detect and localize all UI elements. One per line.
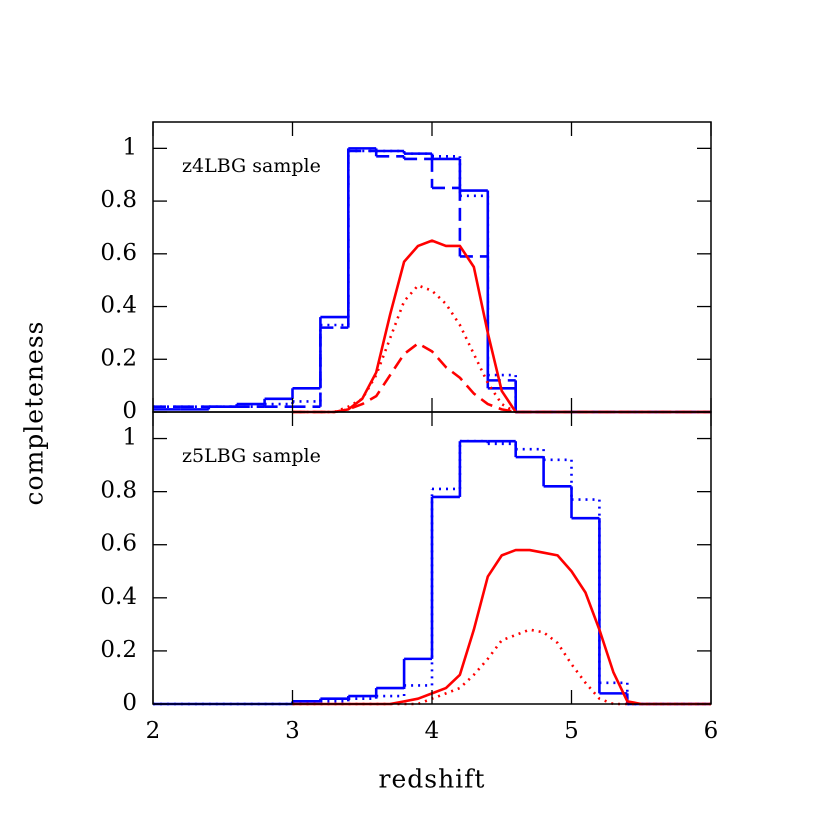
y-tick-label: 1 bbox=[122, 425, 137, 451]
x-axis-label: redshift bbox=[379, 765, 486, 794]
y-tick-label: 0.6 bbox=[100, 240, 137, 266]
y-tick-label: 0 bbox=[122, 690, 137, 716]
y-tick-label: 0 bbox=[122, 398, 137, 424]
x-tick-label: 2 bbox=[146, 718, 161, 744]
panel-annotation: z4LBG sample bbox=[182, 155, 321, 177]
y-axis-label: completeness bbox=[20, 321, 49, 506]
x-tick-label: 6 bbox=[704, 718, 719, 744]
y-tick-label: 0.2 bbox=[100, 637, 137, 663]
y-tick-label: 0.4 bbox=[100, 293, 137, 319]
panel-annotation: z5LBG sample bbox=[182, 445, 321, 467]
y-tick-label: 0.6 bbox=[100, 531, 137, 557]
y-tick-label: 0.4 bbox=[100, 584, 137, 610]
x-tick-label: 3 bbox=[285, 718, 300, 744]
y-tick-label: 0.8 bbox=[100, 187, 137, 213]
y-tick-label: 1 bbox=[122, 134, 137, 160]
x-tick-label: 4 bbox=[425, 718, 440, 744]
curve bbox=[292, 342, 711, 414]
x-tick-label: 5 bbox=[564, 718, 579, 744]
y-tick-label: 0.2 bbox=[100, 345, 137, 371]
y-tick-label: 0.8 bbox=[100, 478, 137, 504]
curve bbox=[292, 628, 711, 706]
curve bbox=[292, 239, 711, 414]
curve bbox=[292, 548, 711, 706]
